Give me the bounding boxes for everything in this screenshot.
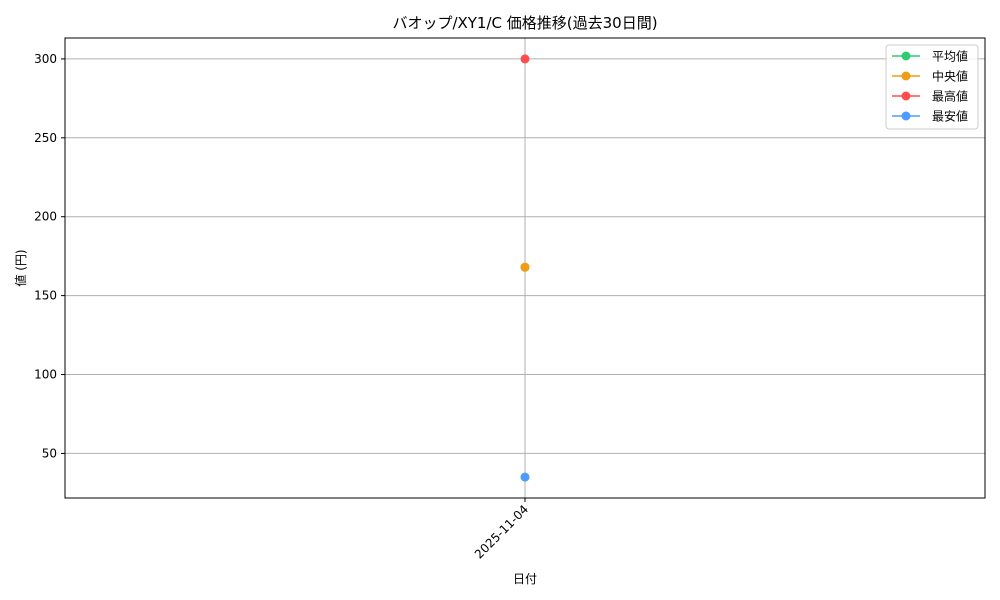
legend-label: 中央値 [932, 69, 968, 84]
series-3 [520, 472, 530, 482]
y-tick-label: 50 [42, 446, 57, 460]
y-tick-label: 200 [34, 210, 57, 224]
y-tick-label: 300 [34, 52, 57, 66]
x-axis-label: 日付 [513, 572, 537, 586]
legend-marker [901, 51, 911, 61]
legend-label: 平均値 [932, 49, 968, 64]
y-tick-label: 100 [34, 368, 57, 382]
y-tick-label: 250 [34, 131, 57, 145]
legend-marker [901, 111, 911, 121]
data-point [520, 262, 530, 272]
legend-marker [901, 71, 911, 81]
legend-label: 最安値 [932, 109, 968, 124]
data-point [520, 472, 530, 482]
chart-title: バオップ/XY1/C 価格推移(過去30日間) [392, 14, 657, 32]
series-2 [520, 54, 530, 64]
data-point [520, 54, 530, 64]
legend-label: 最高値 [932, 89, 968, 104]
y-tick-label: 150 [34, 289, 57, 303]
legend-marker [901, 91, 911, 101]
y-axis-label: 値 (円) [13, 249, 28, 286]
plot-frame [64, 37, 986, 499]
x-tick-label: 2025-11-04 [472, 502, 531, 561]
series-1 [520, 262, 530, 272]
legend-box [885, 44, 979, 130]
